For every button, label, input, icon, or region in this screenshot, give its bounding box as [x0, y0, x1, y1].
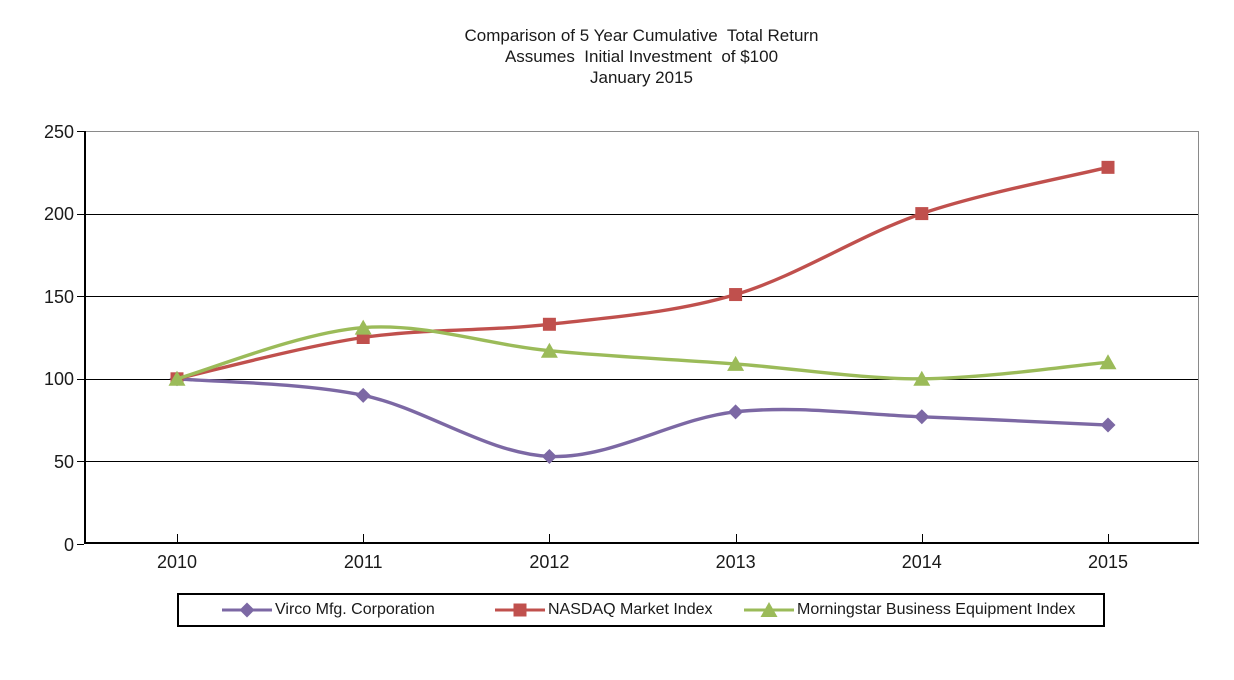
legend-marker-diamond-icon	[222, 602, 272, 618]
gridline-150	[84, 296, 1198, 298]
y-tick-mark-150	[77, 296, 84, 297]
y-tick-label-150: 150	[43, 286, 74, 307]
legend-label-morningstar-business-equipment-index: Morningstar Business Equipment Index	[797, 601, 1076, 618]
plot-border-top	[84, 131, 1199, 132]
series-plot-svg	[168, 160, 1117, 464]
y-tick-mark-200	[77, 214, 84, 215]
x-tick-mark-2015	[1108, 534, 1109, 542]
y-tick-label-250: 250	[43, 121, 74, 142]
x-tick-mark-2014	[922, 534, 923, 542]
legend-label-virco-mfg-corporation: Virco Mfg. Corporation	[275, 601, 435, 618]
x-tick-mark-2013	[736, 534, 737, 542]
x-tick-label-2015: 2015	[1087, 552, 1129, 572]
chart-date-label: January 2015	[589, 68, 694, 87]
x-tick-mark-2010	[177, 534, 178, 542]
x-axis-line	[84, 542, 1199, 544]
gridline-50	[84, 461, 1198, 463]
series-markers-morningstar-business-equipment-index	[168, 319, 1117, 386]
chart-title-block: Comparison of 5 Year Cumulative Total Re…	[84, 25, 1199, 88]
legend-item-nasdaq-market-index: NASDAQ Market Index	[495, 601, 713, 619]
y-tick-label-50: 50	[53, 451, 74, 472]
chart-subtitle: Assumes Initial Investment of $100	[504, 47, 779, 66]
y-axis-line	[84, 131, 86, 544]
legend-marker-triangle-icon	[744, 602, 794, 617]
x-tick-label-2012: 2012	[529, 552, 570, 572]
legend-marker-square-icon	[495, 603, 545, 617]
y-tick-label-100: 100	[43, 369, 74, 390]
series-line-nasdaq-market-index	[175, 165, 1110, 381]
y-tick-mark-50	[77, 461, 84, 462]
legend-label-nasdaq-market-index: NASDAQ Market Index	[548, 601, 713, 618]
x-tick-label-2010: 2010	[156, 552, 198, 572]
x-tick-mark-2012	[549, 534, 550, 542]
series-line-virco-mfg-corporation	[175, 377, 1110, 459]
x-tick-label-2013: 2013	[715, 552, 756, 572]
x-tick-label-2011: 2011	[343, 552, 383, 572]
plot-area	[84, 131, 1199, 544]
y-tick-mark-250	[77, 131, 84, 132]
legend-box: Virco Mfg. Corporation NASDAQ Market Inde…	[177, 593, 1105, 627]
y-tick-label-200: 200	[43, 204, 74, 225]
gridline-100	[84, 378, 1198, 380]
plot-border-right	[1198, 131, 1199, 544]
series-markers-nasdaq-market-index	[170, 160, 1115, 386]
y-tick-mark-100	[77, 379, 84, 380]
legend-item-morningstar-business-equipment-index: Morningstar Business Equipment Index	[744, 601, 1075, 619]
x-tick-label-2014: 2014	[901, 552, 942, 572]
gridline-200	[84, 213, 1198, 215]
x-tick-mark-2011	[363, 534, 364, 542]
series-line-morningstar-business-equipment-index	[175, 325, 1110, 381]
y-tick-label-0: 0	[63, 534, 74, 555]
y-tick-mark-0	[77, 544, 84, 545]
chart-title: Comparison of 5 Year Cumulative Total Re…	[464, 26, 819, 45]
legend-item-virco-mfg-corporation: Virco Mfg. Corporation	[222, 601, 435, 619]
